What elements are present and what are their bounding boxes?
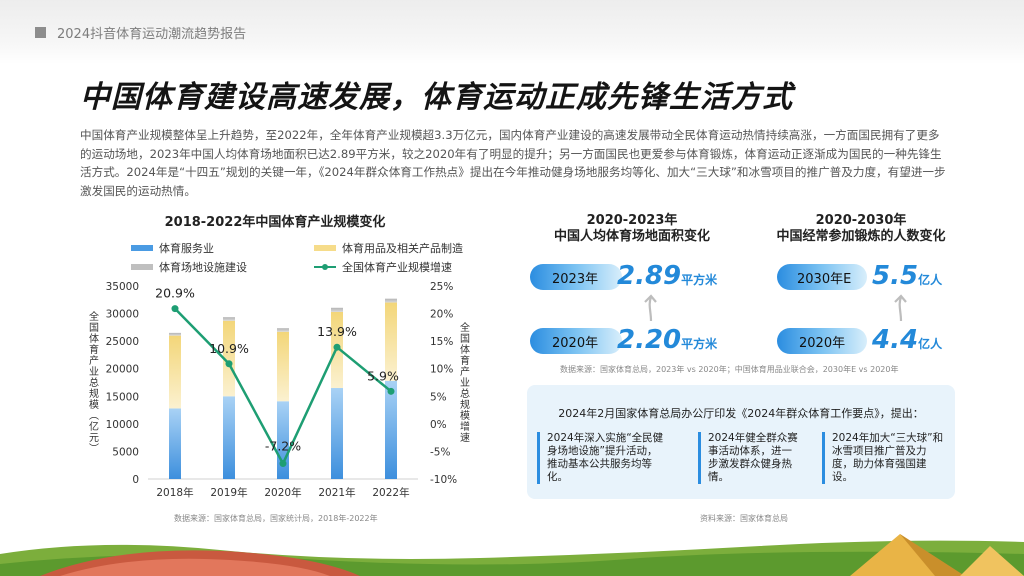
bar-goods-4 (385, 302, 397, 381)
stat-people-title-line1: 2020-2030年 (815, 213, 907, 228)
stat-area-bottom-unit: 平方米 (681, 337, 718, 351)
chart-source: 数据来源：国家体育总局，国家统计局，2018年-2022年 (174, 514, 378, 523)
stat-people-top-pill: 2030年E (777, 264, 867, 290)
legend-item-growth: 全国体育产业规模增速 (314, 259, 452, 275)
header-bar (0, 0, 1024, 64)
bar-goods-0 (169, 335, 181, 409)
y-tick-label-0: 0 (132, 474, 139, 486)
y2-tick-label-5: 15% (430, 336, 453, 348)
legend-label-growth: 全国体育产业规模增速 (342, 261, 452, 274)
y-tick-label-6: 30000 (106, 309, 139, 321)
stat-area-top-value: 2.89平方米 (617, 261, 717, 291)
y2-tick-label-0: -10% (430, 474, 457, 486)
x-tick-label-3: 2021年 (318, 486, 355, 499)
chart-title: 2018-2022年中国体育产业规模变化 (164, 215, 386, 230)
bar-service-1 (223, 396, 235, 479)
footer-landscape-decoration (0, 534, 1024, 576)
policy-box (527, 385, 955, 499)
bar-facility-1 (223, 317, 235, 321)
legend-swatch-goods (314, 245, 336, 251)
y2-axis-title: 全国体育产业总规模增速 (458, 321, 470, 443)
legend-item-facility: 体育场地设施建设 (131, 259, 247, 275)
stat-people-bottom-pill: 2020年 (777, 328, 867, 354)
stat-area-title-line1: 2020-2023年 (586, 213, 678, 228)
stat-area-bottom-number: 2.20 (617, 325, 682, 355)
stat-area-bottom-value: 2.20平方米 (617, 325, 717, 355)
x-tick-label-1: 2019年 (210, 486, 247, 499)
stat-area-bottom-pill: 2020年 (530, 328, 622, 354)
y2-tick-label-4: 10% (430, 364, 453, 376)
bar-facility-2 (277, 328, 289, 332)
growth-point-1 (225, 360, 233, 368)
bar-service-4 (385, 380, 397, 479)
y2-tick-label-1: -5% (430, 446, 450, 458)
stats-source: 数据来源：国家体育总局，2023年 vs 2020年；中国体育用品业联合会，20… (560, 365, 899, 374)
growth-point-2 (279, 460, 287, 468)
policy-item-2: 2024年健全群众赛事活动体系，进一步激发群众健身热情。 (698, 432, 798, 484)
header-square-icon (35, 27, 46, 38)
growth-point-3 (333, 343, 341, 351)
legend-label-goods: 体育用品及相关产品制造 (342, 242, 463, 255)
bar-goods-1 (223, 320, 235, 397)
stat-area-title-line2: 中国人均体育场地面积变化 (553, 229, 710, 244)
stat-people-title: 2020-2030年 中国经常参加锻炼的人数变化 (751, 213, 971, 245)
stat-area-top-unit: 平方米 (681, 273, 718, 287)
stat-people-bottom-number: 4.4 (872, 325, 919, 355)
stat-people-bottom-unit: 亿人 (918, 337, 943, 351)
legend-label-facility: 体育场地设施建设 (159, 261, 247, 274)
policy-heading: 2024年2月国家体育总局办公厅印发《2024年群众体育工作要点》，提出： (558, 407, 924, 420)
bar-goods-2 (277, 331, 289, 402)
growth-point-0 (171, 305, 179, 313)
y2-tick-label-2: 0% (430, 419, 447, 431)
bar-service-3 (331, 388, 343, 479)
x-tick-label-2: 2020年 (264, 486, 301, 499)
growth-label-1: 10.9% (209, 341, 249, 356)
y-tick-label-7: 35000 (106, 281, 139, 293)
growth-label-3: 13.9% (317, 324, 357, 339)
legend-swatch-facility (131, 264, 153, 270)
stat-area-top-number: 2.89 (617, 261, 682, 291)
intro-paragraph: 中国体育产业规模整体呈上升趋势，至2022年，全年体育产业规模超3.3万亿元，国… (80, 128, 946, 198)
legend-swatch-growth (314, 262, 336, 272)
bar-facility-0 (169, 332, 181, 336)
legend-swatch-service (131, 245, 153, 251)
stat-people-title-line2: 中国经常参加锻炼的人数变化 (776, 229, 946, 244)
stat-area-top-pill: 2023年 (530, 264, 622, 290)
growth-label-0: 20.9% (155, 286, 195, 301)
legend-item-goods: 体育用品及相关产品制造 (314, 240, 463, 256)
bar-facility-4 (385, 298, 397, 303)
y-tick-label-3: 15000 (106, 391, 139, 403)
report-title: 2024抖音体育运动潮流趋势报告 (57, 27, 247, 42)
policy-item-3: 2024年加大“三大球”和冰雪项目推广普及力度，助力体育强国建设。 (822, 432, 946, 484)
x-tick-label-0: 2018年 (156, 486, 193, 499)
y-tick-label-2: 10000 (106, 419, 139, 431)
stat-area-title: 2020-2023年 中国人均体育场地面积变化 (522, 213, 742, 245)
y2-tick-label-3: 5% (430, 391, 447, 403)
legend-label-service: 体育服务业 (159, 242, 214, 255)
y-tick-label-5: 25000 (106, 336, 139, 348)
growth-label-4: 5.9% (367, 368, 399, 383)
growth-point-4 (387, 387, 395, 395)
arrow-up-icon (644, 294, 657, 322)
bar-facility-3 (331, 307, 343, 312)
policy-item-1: 2024年深入实施“全民健身场地设施”提升活动，推动基本公共服务均等化。 (537, 432, 665, 484)
growth-label-2: -7.2% (265, 439, 301, 454)
y-axis-title: 全国体育产业总规模（亿元） (87, 310, 99, 454)
y-tick-label-4: 20000 (106, 364, 139, 376)
stat-people-top-number: 5.5 (872, 261, 919, 291)
stat-people-top-value: 5.5亿人 (872, 261, 942, 291)
page-title: 中国体育建设高速发展，体育运动正成先锋生活方式 (80, 80, 793, 115)
bar-service-0 (169, 408, 181, 479)
y2-tick-label-7: 25% (430, 281, 453, 293)
policy-source: 资料来源：国家体育总局 (700, 514, 788, 523)
stat-people-bottom-value: 4.4亿人 (872, 325, 942, 355)
stat-people-top-unit: 亿人 (918, 273, 943, 287)
legend-item-service: 体育服务业 (131, 240, 214, 256)
x-tick-label-4: 2022年 (372, 486, 409, 499)
arrow-up-icon-2 (894, 294, 907, 322)
y-tick-label-1: 5000 (112, 446, 139, 458)
y2-tick-label-6: 20% (430, 309, 453, 321)
